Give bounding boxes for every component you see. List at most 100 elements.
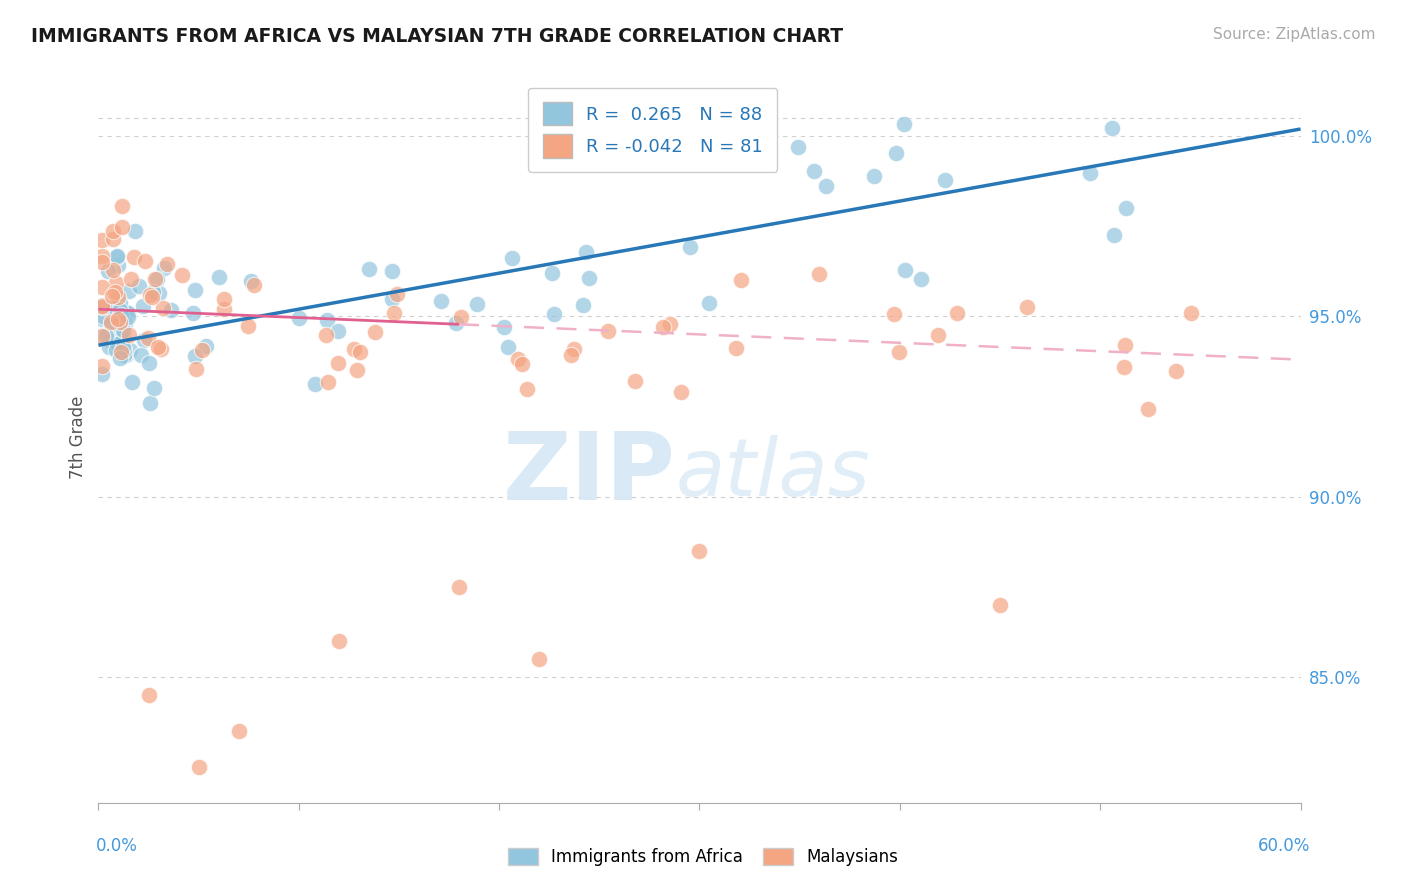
Point xyxy=(138,356,160,370)
Point xyxy=(910,272,932,286)
Point xyxy=(364,325,387,339)
Point xyxy=(121,375,143,389)
Point xyxy=(724,341,747,355)
Point xyxy=(1180,305,1202,319)
Point xyxy=(598,325,620,339)
Point xyxy=(1164,364,1187,378)
Point xyxy=(1114,338,1136,352)
Point xyxy=(107,290,129,304)
Point xyxy=(624,374,647,388)
Point xyxy=(889,345,911,359)
Text: IMMIGRANTS FROM AFRICA VS MALAYSIAN 7TH GRADE CORRELATION CHART: IMMIGRANTS FROM AFRICA VS MALAYSIAN 7TH … xyxy=(31,27,844,45)
Point xyxy=(152,260,174,275)
Point xyxy=(787,140,810,154)
Point xyxy=(111,326,134,341)
Point xyxy=(97,341,120,355)
Point xyxy=(156,257,179,271)
Point xyxy=(1017,300,1039,314)
Point xyxy=(529,651,551,665)
Point xyxy=(117,310,139,325)
Point xyxy=(240,274,263,288)
Point xyxy=(1112,359,1135,374)
Point xyxy=(346,363,368,377)
Point xyxy=(101,289,124,303)
Point xyxy=(652,320,675,334)
Point xyxy=(136,331,159,345)
Point xyxy=(91,280,114,294)
Point xyxy=(103,301,125,315)
Point xyxy=(91,299,114,313)
Point xyxy=(446,316,468,330)
Point xyxy=(93,310,115,325)
Point xyxy=(688,543,710,558)
Point xyxy=(120,343,142,357)
Point xyxy=(141,290,163,304)
Point xyxy=(807,268,830,282)
Point xyxy=(107,312,129,326)
Point xyxy=(115,348,138,362)
Point xyxy=(183,306,205,320)
Point xyxy=(927,328,949,343)
Point xyxy=(893,117,915,131)
Point xyxy=(516,382,538,396)
Point xyxy=(108,296,131,310)
Point xyxy=(118,284,141,298)
Point xyxy=(575,244,598,259)
Point xyxy=(91,255,114,269)
Point xyxy=(429,294,451,309)
Point xyxy=(450,310,472,325)
Point xyxy=(562,343,585,357)
Point xyxy=(146,340,169,354)
Point xyxy=(105,249,128,263)
Point xyxy=(316,375,339,389)
Point xyxy=(359,262,381,277)
Point xyxy=(115,305,138,319)
Point xyxy=(96,329,118,343)
Point xyxy=(91,359,114,374)
Point xyxy=(160,302,183,317)
Point xyxy=(184,362,207,376)
Point xyxy=(132,333,155,347)
Point xyxy=(207,270,229,285)
Point xyxy=(343,342,366,356)
Point xyxy=(328,324,350,338)
Point xyxy=(91,249,114,263)
Point xyxy=(540,266,562,280)
Point xyxy=(132,299,155,313)
Point xyxy=(508,352,530,367)
Point xyxy=(212,292,235,306)
Point xyxy=(91,312,114,326)
Point xyxy=(243,277,266,292)
Point xyxy=(101,224,124,238)
Point xyxy=(380,292,402,306)
Point xyxy=(1102,227,1125,242)
Point xyxy=(501,252,523,266)
Point xyxy=(111,322,134,336)
Point xyxy=(946,306,969,320)
Point xyxy=(815,179,838,194)
Point xyxy=(803,164,825,178)
Point xyxy=(510,357,533,371)
Point xyxy=(187,760,209,774)
Point xyxy=(492,319,515,334)
Point xyxy=(91,367,114,381)
Point xyxy=(118,328,141,343)
Point xyxy=(110,332,132,346)
Point xyxy=(894,263,917,277)
Point xyxy=(697,296,720,310)
Point xyxy=(105,337,128,351)
Point xyxy=(328,633,350,648)
Point xyxy=(104,343,127,358)
Point xyxy=(1078,166,1101,180)
Point xyxy=(97,264,120,278)
Point xyxy=(101,301,124,316)
Point xyxy=(194,339,217,353)
Point xyxy=(101,231,124,245)
Text: atlas: atlas xyxy=(675,434,870,513)
Point xyxy=(146,272,169,286)
Point xyxy=(139,288,162,302)
Point xyxy=(988,598,1011,612)
Point xyxy=(128,279,150,293)
Point xyxy=(105,250,128,264)
Point xyxy=(91,301,114,315)
